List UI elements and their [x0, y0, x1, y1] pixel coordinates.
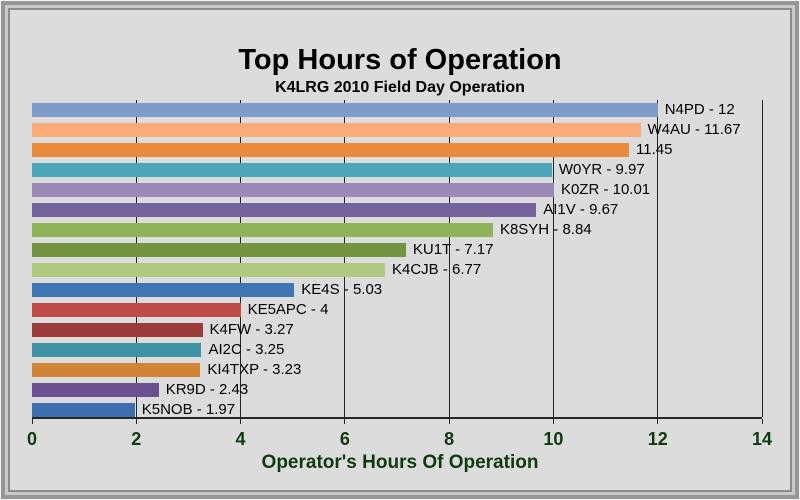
chart-title: Top Hours of Operation	[238, 44, 562, 76]
bar-label: K5NOB - 1.97	[141, 401, 236, 418]
axis-tick-label: 12	[647, 429, 668, 449]
bar	[32, 363, 201, 377]
axis-tick	[552, 419, 554, 424]
axis-tick	[344, 419, 346, 424]
bar-label: KI4TXP - 3.23	[207, 361, 302, 378]
gridline	[344, 100, 346, 417]
bar-label: KE5APC - 4	[247, 301, 329, 318]
bar	[32, 383, 159, 397]
plot-area: N4PD - 12 W4AU - 11.67 11.45 W0YR - 9.97 K0Z…	[27, 100, 772, 449]
axis-tick	[761, 419, 763, 424]
bar	[32, 183, 554, 197]
bar	[32, 163, 552, 177]
gridline	[135, 100, 137, 417]
bar-label: AI2C - 3.25	[208, 341, 285, 358]
bar	[32, 123, 641, 137]
bar-label: K0ZR - 10.01	[560, 181, 651, 198]
bar	[32, 323, 203, 337]
bar-label: KE4S - 5.03	[301, 281, 383, 298]
axis-tick-label: 8	[444, 429, 455, 449]
chart-subtitle: K4LRG 2010 Field Day Operation	[275, 79, 525, 96]
gridline	[761, 100, 763, 417]
gridline	[448, 100, 450, 417]
axis-tick-label: 2	[131, 429, 142, 449]
bar	[32, 223, 493, 237]
x-axis-title: Operator's Hours Of Operation	[261, 452, 539, 473]
bar	[32, 203, 537, 217]
bar-label: 11.45	[636, 141, 673, 158]
axis-tick	[240, 419, 242, 424]
axis-tick-label: 10	[543, 429, 564, 449]
frame-light	[5, 5, 795, 495]
bar	[32, 263, 385, 277]
bar-label: N4PD - 12	[664, 101, 735, 118]
bar-label: K4FW - 3.27	[209, 321, 294, 338]
axis-tick	[135, 419, 137, 424]
bar	[32, 403, 135, 417]
axis-tick-label: 4	[235, 429, 246, 449]
axis-tick	[31, 419, 33, 424]
bar-label: AI1V - 9.67	[543, 201, 619, 218]
gridline	[240, 100, 242, 417]
bar-label: KR9D - 2.43	[165, 381, 249, 398]
bar-label: KU1T - 7.17	[412, 241, 494, 258]
bar-label: K8SYH - 8.84	[499, 221, 592, 238]
gridline	[552, 100, 554, 417]
axis-tick	[657, 419, 659, 424]
axis-tick	[448, 419, 450, 424]
bar-label: W4AU - 11.67	[647, 121, 741, 138]
bar	[32, 243, 406, 257]
bar-label: K4CJB - 6.77	[392, 261, 482, 278]
bar	[32, 343, 202, 357]
bar	[32, 283, 295, 297]
bar	[32, 143, 630, 157]
axis-tick-label: 6	[339, 429, 350, 449]
bar	[32, 103, 658, 117]
axis-tick-label: 0	[26, 429, 38, 449]
gridline	[657, 100, 659, 417]
axis-tick-label: 14	[751, 429, 773, 449]
bar-label: W0YR - 9.97	[558, 161, 645, 178]
bar	[32, 303, 241, 317]
